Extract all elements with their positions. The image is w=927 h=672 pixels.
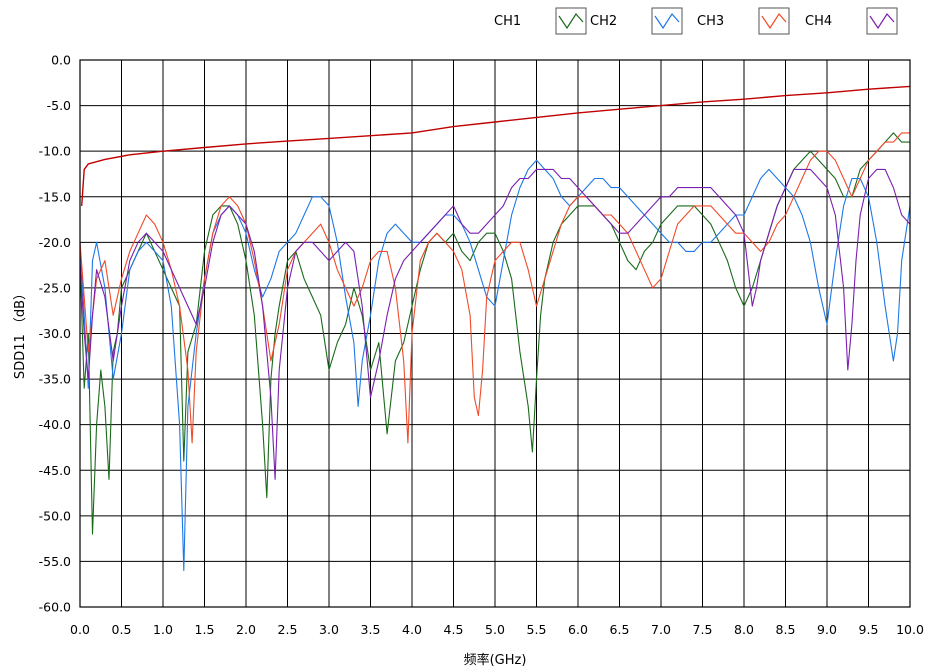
limit-line [81, 85, 911, 206]
x-tick-label: 1.5 [195, 622, 215, 637]
y-axis-title: SDD11 （dB） [13, 287, 28, 379]
legend-label: CH4 [805, 14, 832, 29]
x-tick-label: 7.5 [693, 622, 713, 637]
series-line-ch3 [79, 132, 910, 444]
legend[interactable]: CH1 CH2 CH3 CH4 [494, 7, 898, 35]
legend-entry-ch1[interactable]: CH1 [494, 7, 587, 35]
y-tick-label: -40.0 [39, 417, 71, 432]
x-tick-label: 7.0 [651, 622, 671, 637]
y-tick-label: -50.0 [39, 508, 71, 523]
x-tick-label: 0.5 [112, 622, 132, 637]
y-tick-label: -45.0 [39, 463, 71, 478]
plot-frame [79, 59, 911, 608]
x-tick-label: 3.5 [361, 622, 381, 637]
series-layer [79, 85, 911, 572]
legend-swatch-line [654, 13, 680, 30]
legend-label: CH2 [590, 14, 617, 29]
legend-swatch-line [558, 13, 584, 30]
legend-entry-ch2[interactable]: CH2 [590, 7, 683, 35]
y-tick-label: -60.0 [39, 600, 71, 615]
tick-labels: 0.0 0.5 1.0 1.5 2.0 2.5 3.0 3.5 4.0 4.5 5.0 5.5 6.0 6… [39, 53, 924, 638]
y-tick-label: -5.0 [47, 98, 71, 113]
x-tick-label: 8.5 [776, 622, 796, 637]
y-tick-label: -35.0 [39, 372, 71, 387]
x-tick-label: 4.5 [444, 622, 464, 637]
y-tick-label: -25.0 [39, 280, 71, 295]
x-tick-label: 9.0 [817, 622, 837, 637]
legend-entry-ch3[interactable]: CH3 [697, 7, 790, 35]
x-tick-label: 4.0 [402, 622, 422, 637]
y-tick-label: 0.0 [51, 53, 71, 68]
x-tick-label: 5.0 [485, 622, 505, 637]
x-tick-label: 5.5 [527, 622, 547, 637]
legend-label: CH1 [494, 14, 521, 29]
series-line-ch1 [79, 132, 910, 535]
x-tick-label: 1.0 [153, 622, 173, 637]
y-tick-label: -20.0 [39, 235, 71, 250]
x-tick-label: 3.0 [319, 622, 339, 637]
legend-swatch-line [761, 13, 787, 30]
x-tick-label: 10.0 [896, 622, 924, 637]
legend-entry-ch4[interactable]: CH4 [805, 7, 898, 35]
grid-lines [79, 59, 911, 608]
y-tick-label: -55.0 [39, 554, 71, 569]
x-tick-label: 6.5 [610, 622, 630, 637]
x-tick-label: 2.5 [278, 622, 298, 637]
y-tick-label: -10.0 [39, 144, 71, 159]
x-tick-label: 2.0 [236, 622, 256, 637]
x-tick-label: 6.0 [568, 622, 588, 637]
x-tick-label: 8.0 [734, 622, 754, 637]
x-tick-label: 0.0 [70, 622, 90, 637]
y-tick-label: -30.0 [39, 326, 71, 341]
legend-label: CH3 [697, 14, 724, 29]
x-tick-label: 9.5 [859, 622, 879, 637]
legend-swatch-line [869, 13, 895, 30]
series-line-ch4 [79, 168, 911, 480]
x-axis-title: 频率(GHz) [464, 652, 527, 668]
y-tick-label: -15.0 [39, 189, 71, 204]
